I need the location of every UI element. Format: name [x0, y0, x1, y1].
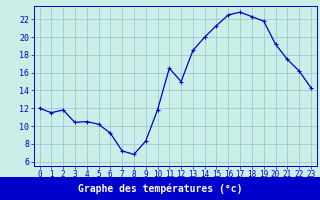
Text: Graphe des températures (°c): Graphe des températures (°c): [78, 183, 242, 194]
